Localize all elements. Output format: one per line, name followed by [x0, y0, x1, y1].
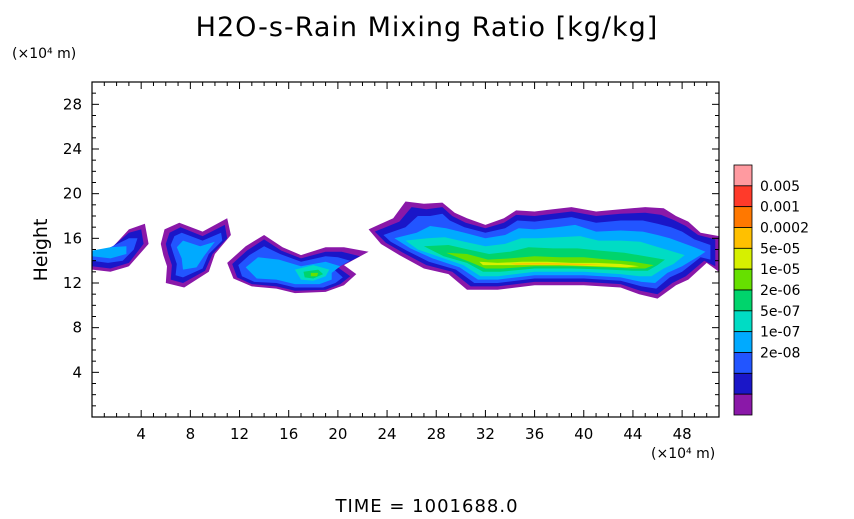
y-tick-label: 28 — [63, 95, 82, 113]
colorbar-label: 2e-06 — [760, 283, 800, 299]
colorbar-label: 0.0002 — [760, 221, 809, 237]
colorbar-swatch — [733, 372, 753, 395]
time-footer: TIME = 1001688.0 — [335, 496, 519, 517]
colorbar-swatch — [733, 268, 753, 291]
x-tick-label: 16 — [279, 425, 298, 443]
x-unit-label: (×10⁴ m) — [651, 446, 716, 462]
colorbar-swatch — [733, 206, 753, 228]
colorbar-label: 1e-07 — [760, 325, 800, 341]
x-tick-label: 20 — [328, 425, 347, 443]
x-tick-label: 8 — [186, 425, 196, 443]
x-tick-label: 28 — [427, 425, 446, 443]
y-unit-label: (×10⁴ m) — [12, 46, 77, 62]
y-tick-label: 8 — [72, 319, 82, 337]
y-tick-label: 20 — [63, 185, 82, 203]
colorbar-swatch — [733, 227, 753, 249]
colorbar-swatch — [733, 352, 753, 374]
contour-region-level-3 — [176, 240, 215, 270]
y-tick-label: 16 — [63, 229, 82, 247]
x-tick-label: 4 — [136, 425, 146, 443]
colorbar-label: 5e-07 — [760, 304, 800, 320]
colorbar-swatch — [733, 185, 753, 208]
x-tick-label: 32 — [476, 425, 495, 443]
y-axis-label-group: Height — [30, 219, 52, 282]
colorbar-swatch — [733, 310, 753, 333]
x-tick-label: 12 — [230, 425, 249, 443]
contour-region-level-8 — [510, 262, 603, 266]
contour-region-level-6 — [310, 272, 319, 277]
chart-title: H2O-s-Rain Mixing Ratio [kg/kg] — [195, 12, 659, 43]
x-tick-label: 48 — [673, 425, 692, 443]
colorbar-label: 0.001 — [760, 200, 800, 216]
x-tick-label: 44 — [623, 425, 642, 443]
colorbar-swatch — [733, 331, 753, 353]
colorbar-label: 2e-08 — [760, 346, 800, 362]
colorbar-swatch — [733, 289, 753, 312]
colorbar-swatch — [733, 247, 753, 270]
colorbar-label: 0.005 — [760, 179, 800, 195]
x-tick-label: 40 — [574, 425, 593, 443]
contour-layer — [92, 201, 719, 299]
y-tick-label: 12 — [63, 274, 82, 292]
x-tick-label: 36 — [525, 425, 544, 443]
colorbar: 0.005 0.001 0.0002 5e-05 1e-05 2e-06 5e-07 1e-0… — [733, 164, 809, 416]
contour-region-level-3 — [92, 246, 127, 259]
y-tick-label: 4 — [72, 363, 82, 381]
colorbar-swatch — [733, 164, 753, 187]
x-tick-label: 24 — [378, 425, 397, 443]
colorbar-swatch — [733, 393, 753, 416]
colorbar-label: 1e-05 — [760, 262, 800, 278]
y-axis-label: Height — [30, 219, 52, 282]
y-tick-label: 24 — [63, 140, 82, 158]
colorbar-label: 5e-05 — [760, 241, 800, 257]
